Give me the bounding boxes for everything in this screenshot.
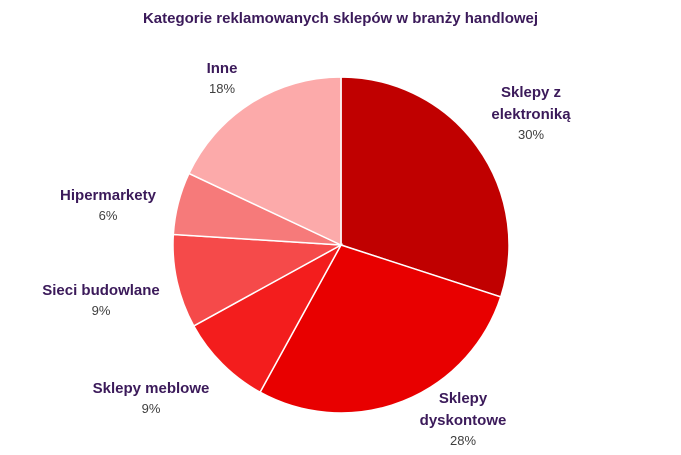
- slice-label: Hipermarkety: [60, 187, 156, 204]
- slice-percent: 9%: [141, 401, 161, 416]
- pie-slice: [187, 76, 342, 247]
- slice-label: Inne: [206, 60, 238, 77]
- slice-percent: 30%: [517, 127, 545, 142]
- slice-label: Sklepy z elektroniką: [491, 84, 571, 123]
- slice-percent: 18%: [208, 81, 236, 96]
- slice-percent: 6%: [98, 208, 118, 223]
- chart-title: Kategorie reklamowanych sklepów w branży…: [142, 10, 539, 27]
- slice-label: Sieci budowlane: [42, 282, 160, 299]
- pie-slice: [172, 233, 344, 327]
- slice-label: Sklepy dyskontowe: [419, 390, 507, 429]
- slice-percent: 9%: [91, 303, 111, 318]
- pie-slice: [259, 244, 502, 414]
- pie-slice: [340, 76, 510, 298]
- slice-label: Sklepy meblowe: [92, 380, 210, 397]
- slice-percent: 28%: [449, 433, 477, 448]
- pie-slice: [192, 243, 343, 394]
